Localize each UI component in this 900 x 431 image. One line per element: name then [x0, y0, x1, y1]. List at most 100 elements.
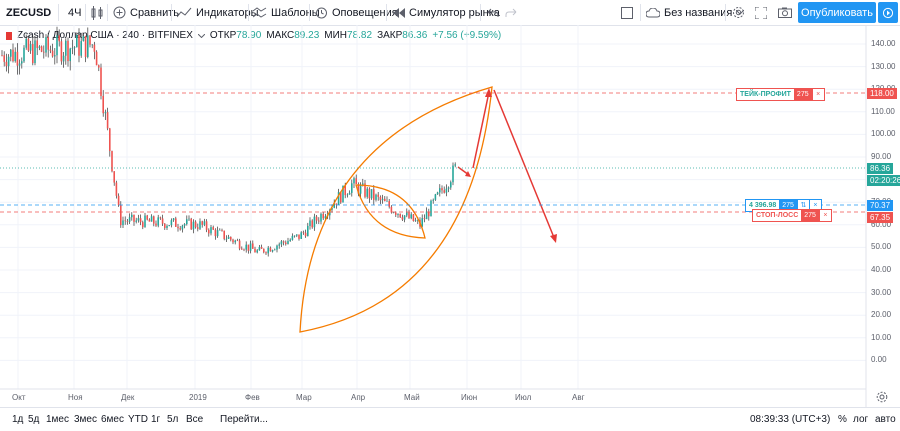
stop-loss-order[interactable]: СТОП-ЛОСС 275 ×: [752, 209, 832, 222]
candles-icon: [91, 5, 103, 20]
candle-body: [388, 201, 390, 207]
price-chart[interactable]: [0, 0, 900, 407]
take-profit-order[interactable]: ТЕЙК-ПРОФИТ 275 ×: [736, 88, 825, 101]
range-button[interactable]: 6мес: [101, 414, 124, 425]
drawings-group: [299, 86, 557, 333]
candle-body: [95, 51, 98, 66]
candle-body: [276, 245, 278, 250]
candle-body: [241, 248, 243, 250]
undo-button[interactable]: [487, 0, 499, 25]
arrow-down: [493, 89, 556, 241]
range-button[interactable]: 1мес: [46, 414, 69, 425]
close-icon[interactable]: ×: [811, 89, 824, 100]
indicators-button[interactable]: Индикаторы: [177, 0, 259, 25]
candle-body: [65, 40, 67, 56]
publish-label: Опубликовать: [801, 6, 873, 19]
chevron-down-icon[interactable]: [197, 33, 205, 38]
divider: [386, 4, 387, 21]
close-icon[interactable]: ×: [818, 210, 831, 221]
candle-body: [247, 244, 250, 251]
compare-button[interactable]: Сравнить: [113, 0, 179, 25]
play-icon: [883, 7, 893, 19]
candle-body: [425, 211, 428, 220]
publish-button[interactable]: Опубликовать: [798, 2, 876, 23]
fullscreen-toggle[interactable]: [621, 0, 633, 25]
entry-order[interactable]: 4 396.98 275 ⇅ ×: [745, 199, 822, 212]
candle-body: [454, 164, 456, 166]
candle-body: [315, 216, 318, 221]
close-value: 86.36: [402, 30, 428, 41]
candle-body: [179, 228, 181, 230]
range-button[interactable]: YTD: [128, 414, 148, 425]
candle-body: [337, 192, 340, 206]
entry-price-tag: 70.37: [867, 200, 894, 211]
candle-body: [417, 219, 419, 221]
symbol-search[interactable]: ZECUSD: [6, 0, 51, 25]
close-icon[interactable]: ×: [808, 200, 821, 211]
candle-body: [170, 220, 173, 226]
axis-settings-button[interactable]: [876, 391, 888, 406]
candle-body: [208, 229, 210, 234]
candle-body: [7, 56, 10, 67]
candle-body: [21, 61, 23, 64]
stop-label: СТОП-ЛОСС: [756, 212, 799, 219]
right-panel-toggle[interactable]: [878, 2, 898, 23]
stop-qty: 275: [801, 210, 819, 221]
candle-body: [12, 49, 14, 62]
candle-body: [142, 222, 144, 228]
candle-body: [199, 221, 201, 229]
goto-date-button[interactable]: Перейти...: [220, 408, 268, 431]
interval-button[interactable]: 4Ч: [68, 0, 81, 25]
candle-body: [300, 232, 302, 239]
candle-body: [234, 240, 236, 243]
auto-toggle[interactable]: авто: [875, 408, 896, 431]
legend-title[interactable]: Zcash / Доллар США · 240 · BITFINEX: [17, 30, 193, 41]
alerts-button[interactable]: Оповещения: [315, 0, 398, 25]
undo-icon: [487, 8, 499, 18]
time-axis-tick: Авг: [572, 393, 585, 402]
range-button[interactable]: Все: [186, 414, 204, 425]
settings-button[interactable]: [732, 0, 745, 25]
clock[interactable]: 08:39:33 (UTC+3): [750, 408, 830, 431]
candle-body: [381, 198, 384, 201]
templates-button[interactable]: Шаблоны: [253, 0, 320, 25]
redo-button[interactable]: [505, 0, 517, 25]
log-toggle[interactable]: лог: [853, 408, 868, 431]
range-button[interactable]: 3мес: [74, 414, 97, 425]
range-button[interactable]: 1г: [151, 414, 161, 425]
open-label: ОТКР: [209, 30, 237, 41]
range-button[interactable]: 1д: [12, 414, 24, 425]
entry-label: 4 396.98: [749, 202, 777, 209]
candle-body: [428, 211, 430, 217]
candle-body: [298, 234, 300, 239]
market-replay-button[interactable]: Симулятор рынка: [393, 0, 500, 25]
time-axis-tick: Апр: [351, 393, 366, 402]
open-value: 78.90: [236, 30, 262, 41]
sort-icon[interactable]: ⇅: [796, 200, 809, 211]
candle-body: [137, 218, 140, 221]
candle-body: [392, 212, 395, 214]
candle-body: [311, 220, 313, 228]
candle-body: [45, 37, 47, 53]
percent-toggle[interactable]: %: [838, 408, 847, 431]
arrow-head-small: [465, 171, 471, 177]
candle-body: [395, 212, 397, 215]
candle-body: [353, 178, 355, 184]
divider: [107, 4, 108, 21]
price-axis-tick: 90.00: [871, 152, 892, 161]
candle-body: [58, 35, 60, 42]
candle-body: [366, 188, 368, 197]
goto-label: Перейти...: [220, 414, 268, 425]
low-label: МИН: [324, 30, 348, 41]
order-lines: [0, 92, 866, 213]
snapshot-button[interactable]: [778, 0, 792, 25]
price-axis-tick: 30.00: [871, 287, 892, 297]
candle-body: [34, 40, 36, 64]
candle-body: [414, 220, 417, 222]
chart-type-button[interactable]: [91, 0, 103, 25]
range-button[interactable]: 5д: [28, 414, 40, 425]
range-button[interactable]: 5л: [167, 414, 179, 425]
candle-body: [91, 44, 93, 46]
candle-body: [164, 223, 166, 228]
candle-body: [38, 46, 41, 49]
